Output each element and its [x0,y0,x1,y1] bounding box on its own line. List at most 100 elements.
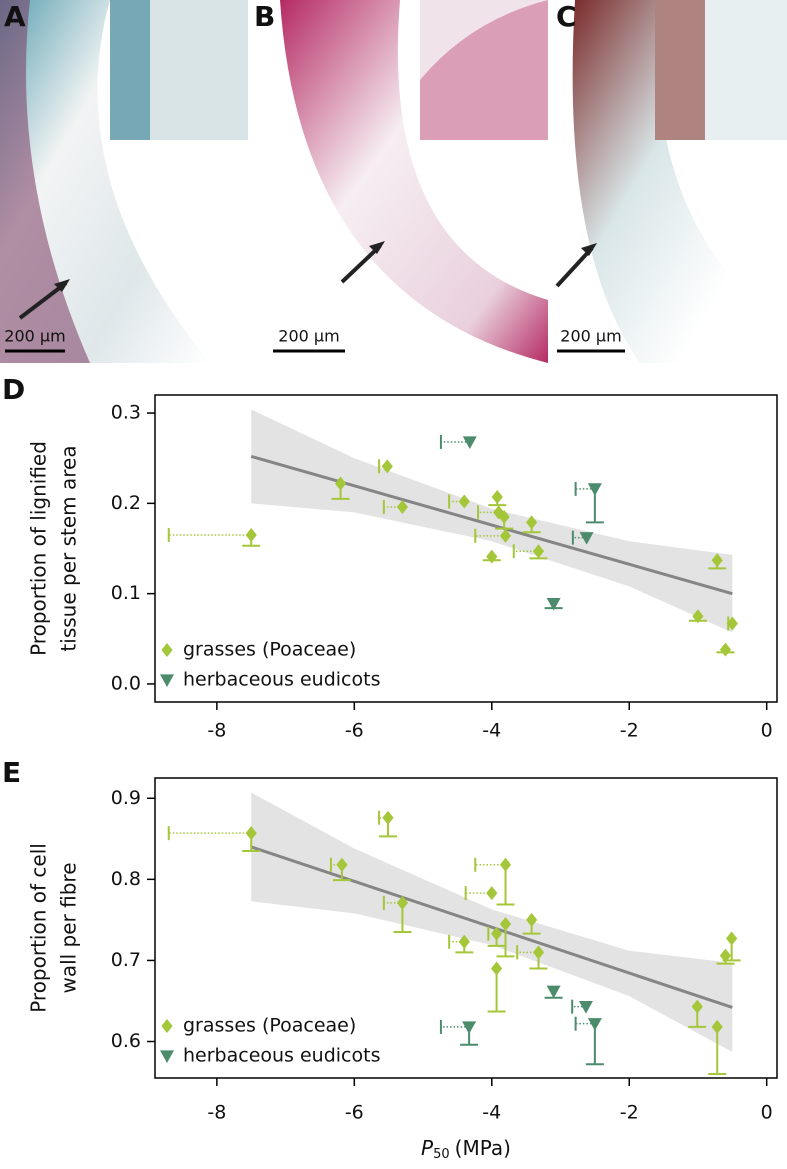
panel-label: D [2,373,25,406]
legend-label: herbaceous eudicots [183,1045,380,1067]
x-error-bar [474,528,506,543]
x-error-bar [448,934,465,949]
inset-tissue [420,0,548,140]
marker [336,857,348,872]
marker [458,494,470,509]
y-axis-label: wall per fibre [57,862,81,993]
marker [486,886,498,901]
marker [692,609,704,624]
x-error-bar [571,999,586,1014]
y-tick-label: 0.3 [111,402,141,424]
micrograph-b: 200 µm B [250,0,548,363]
arrow [18,281,68,320]
marker [546,985,561,999]
y-tick-label: 0.1 [111,582,141,604]
inset [420,0,548,140]
legend-marker [160,1050,174,1063]
marker [381,459,393,474]
stem-cortex [0,0,90,363]
plot-frame [154,394,778,703]
arrow-head [369,241,385,254]
marker [726,931,738,946]
arrow [555,246,594,288]
marker [490,926,503,941]
marker [245,527,257,542]
scale-bar-label: 200 µm [560,327,621,346]
micrograph-c: 200 µm C [552,0,787,363]
marker [711,553,723,568]
x-tick-label: 0 [761,720,773,742]
micrograph-a: 200 µm A [0,0,248,363]
x-tick-label: -4 [482,720,501,742]
legend-label: grasses (Poaceae) [183,639,356,661]
marker [546,597,561,611]
y-tick-label: 0.9 [111,787,141,809]
marker [532,945,545,960]
legend-marker [161,643,173,657]
marker [458,934,470,949]
x-tick-label: -6 [345,1102,364,1124]
marker [726,616,738,631]
marker [491,490,503,505]
marker [526,912,538,927]
x-label-symbol: P [421,1136,434,1160]
y-error-bar [708,1026,727,1075]
marker [486,549,498,564]
x-error-bar [477,505,499,520]
scale-bar-label: 200 µm [278,327,339,346]
marker [499,916,512,931]
marker [532,544,545,559]
legend-label: herbaceous eudicots [183,669,380,691]
x-tick-label: -8 [207,1102,226,1124]
arrow-head [54,279,70,292]
x-error-bar [439,1019,470,1034]
x-tick-label: -8 [207,720,226,742]
fit-line [250,845,733,1009]
panel-label: E [2,756,21,789]
marker [711,1019,723,1034]
confidence-band [251,409,733,633]
stem-section [280,0,548,363]
plot-frame [154,777,778,1079]
legend-label: grasses (Poaceae) [183,1015,356,1037]
marker [498,509,510,524]
y-tick-label: 0.6 [111,1030,141,1052]
marker [396,895,409,910]
x-error-bar [474,857,506,872]
x-error-bar [167,826,252,841]
x-tick-label: -2 [620,1102,639,1124]
x-tick-label: 0 [761,1102,773,1124]
x-error-bar [574,481,595,496]
panel-label: C [556,0,577,33]
y-error-bar [487,968,506,1013]
marker [499,528,512,543]
x-error-bar [329,857,342,872]
inset-tissue [110,0,150,140]
x-tick-label: -2 [620,720,639,742]
x-tick-label: -4 [482,1102,501,1124]
marker [462,1021,477,1034]
marker [587,483,602,496]
stem-section [572,0,787,363]
x-error-bar [571,530,587,545]
y-tick-label: 0.8 [111,868,141,890]
x-label-subscript: 50 [433,1147,450,1162]
marker [245,826,257,841]
marker [396,499,409,514]
y-tick-label: 0.2 [111,492,141,514]
y-axis-label: Proportion of lignified [27,441,51,656]
marker [578,1001,593,1014]
arrow [340,244,382,284]
legend-marker [161,1019,173,1033]
x-tick-label: -6 [345,720,364,742]
x-error-bar [382,895,403,910]
panel-label: A [4,0,26,33]
marker [462,436,477,449]
marker [719,642,732,657]
marker [382,810,394,825]
x-error-bar [448,494,465,509]
x-axis-label: P50 (MPa) [421,1136,511,1162]
x-error-bar [574,1016,595,1031]
